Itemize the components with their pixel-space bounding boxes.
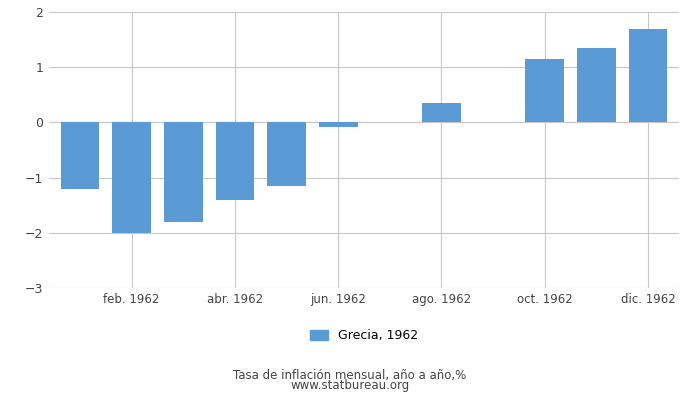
Bar: [526, 59, 564, 122]
Bar: [577, 48, 616, 122]
Bar: [216, 122, 254, 200]
Bar: [61, 122, 99, 189]
Bar: [318, 122, 358, 127]
Bar: [422, 103, 461, 122]
Bar: [164, 122, 202, 222]
Legend: Grecia, 1962: Grecia, 1962: [309, 330, 419, 342]
Bar: [629, 28, 667, 122]
Text: Tasa de inflación mensual, año a año,%: Tasa de inflación mensual, año a año,%: [233, 370, 467, 382]
Bar: [112, 122, 151, 233]
Text: www.statbureau.org: www.statbureau.org: [290, 380, 410, 392]
Bar: [267, 122, 306, 186]
